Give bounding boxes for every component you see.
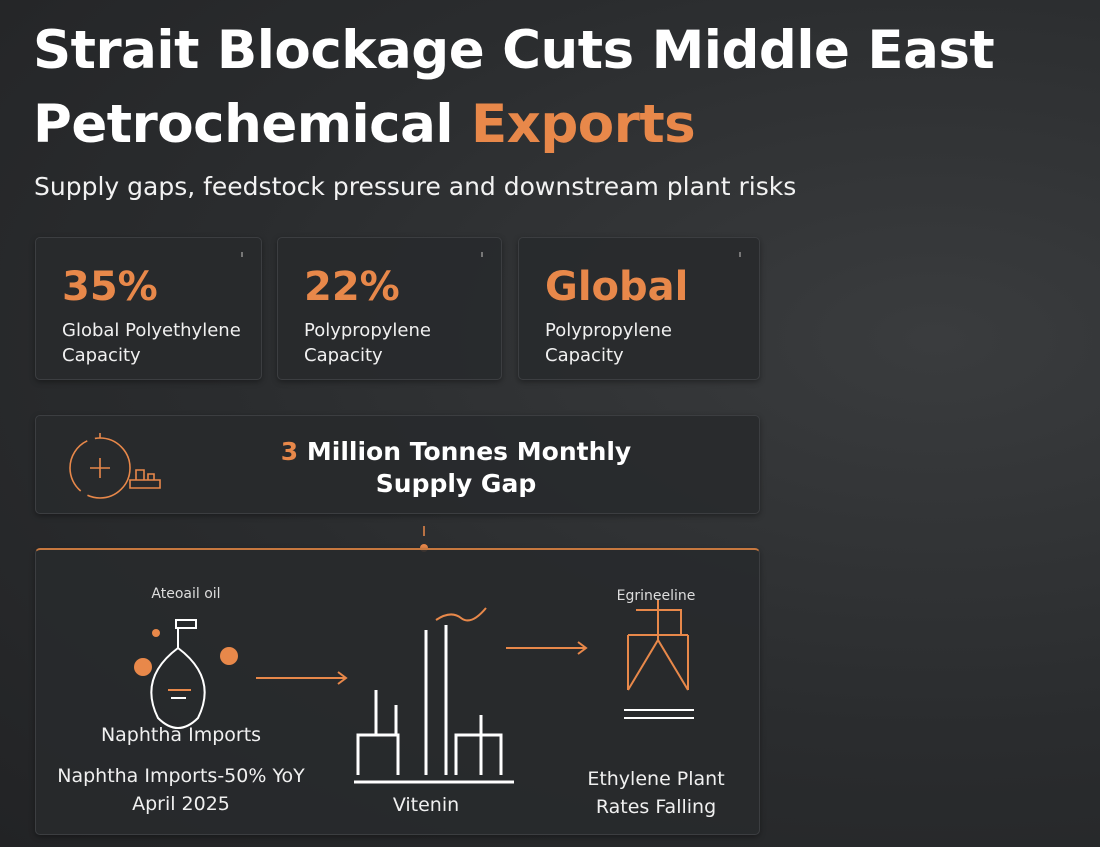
card-mark: [241, 252, 243, 257]
detail-line: April 2025: [132, 793, 230, 815]
step-title: Vitenin: [392, 794, 460, 816]
supply-gap-banner: 3 Million Tonnes Monthly Supply Gap: [35, 415, 760, 514]
stat-value: 35%: [62, 264, 158, 310]
stat-label: Polypropylene Capacity: [304, 320, 431, 366]
stat-value: Global: [545, 264, 689, 310]
banner-label: Million Tonnes Monthly Supply Gap: [306, 437, 632, 498]
step-title: Ethylene Plant Rates Falling: [587, 768, 725, 818]
banner-text: 3 Million Tonnes Monthly Supply Gap: [276, 436, 636, 500]
subtitle: Supply gaps, feedstock pressure and down…: [34, 172, 797, 201]
gauge-icon: [69, 433, 161, 499]
flow-panel: Ateoail oil Naphtha Imports Naphtha Impo…: [35, 548, 760, 835]
banner-number: 3: [280, 437, 299, 466]
step-caption: Ateoail oil: [151, 586, 221, 602]
card-mark: [481, 252, 483, 257]
card-mark: [739, 252, 741, 257]
step-detail: Naphtha Imports-50% YoY April 2025: [36, 762, 326, 818]
headline: Strait Blockage Cuts Middle East Petroch…: [33, 14, 1100, 162]
stat-label: Global Polyethylene Capacity: [62, 320, 241, 366]
stat-label: Polypropylene Capacity: [545, 320, 672, 366]
stat-card: Global Polypropylene Capacity: [518, 237, 760, 380]
title-text: Strait Blockage Cuts Middle East Petroch…: [33, 20, 995, 155]
stat-card: 35% Global Polyethylene Capacity: [35, 237, 262, 380]
stat-card: 22% Polypropylene Capacity: [277, 237, 502, 380]
detail-line: Naphtha Imports-50% YoY: [57, 765, 305, 787]
step-title: Naphtha Imports: [100, 724, 262, 746]
title-highlight: Exports: [470, 94, 696, 155]
stat-value: 22%: [304, 264, 400, 310]
flow-icons: [134, 600, 694, 784]
step-caption: Egrineeline: [616, 588, 696, 604]
